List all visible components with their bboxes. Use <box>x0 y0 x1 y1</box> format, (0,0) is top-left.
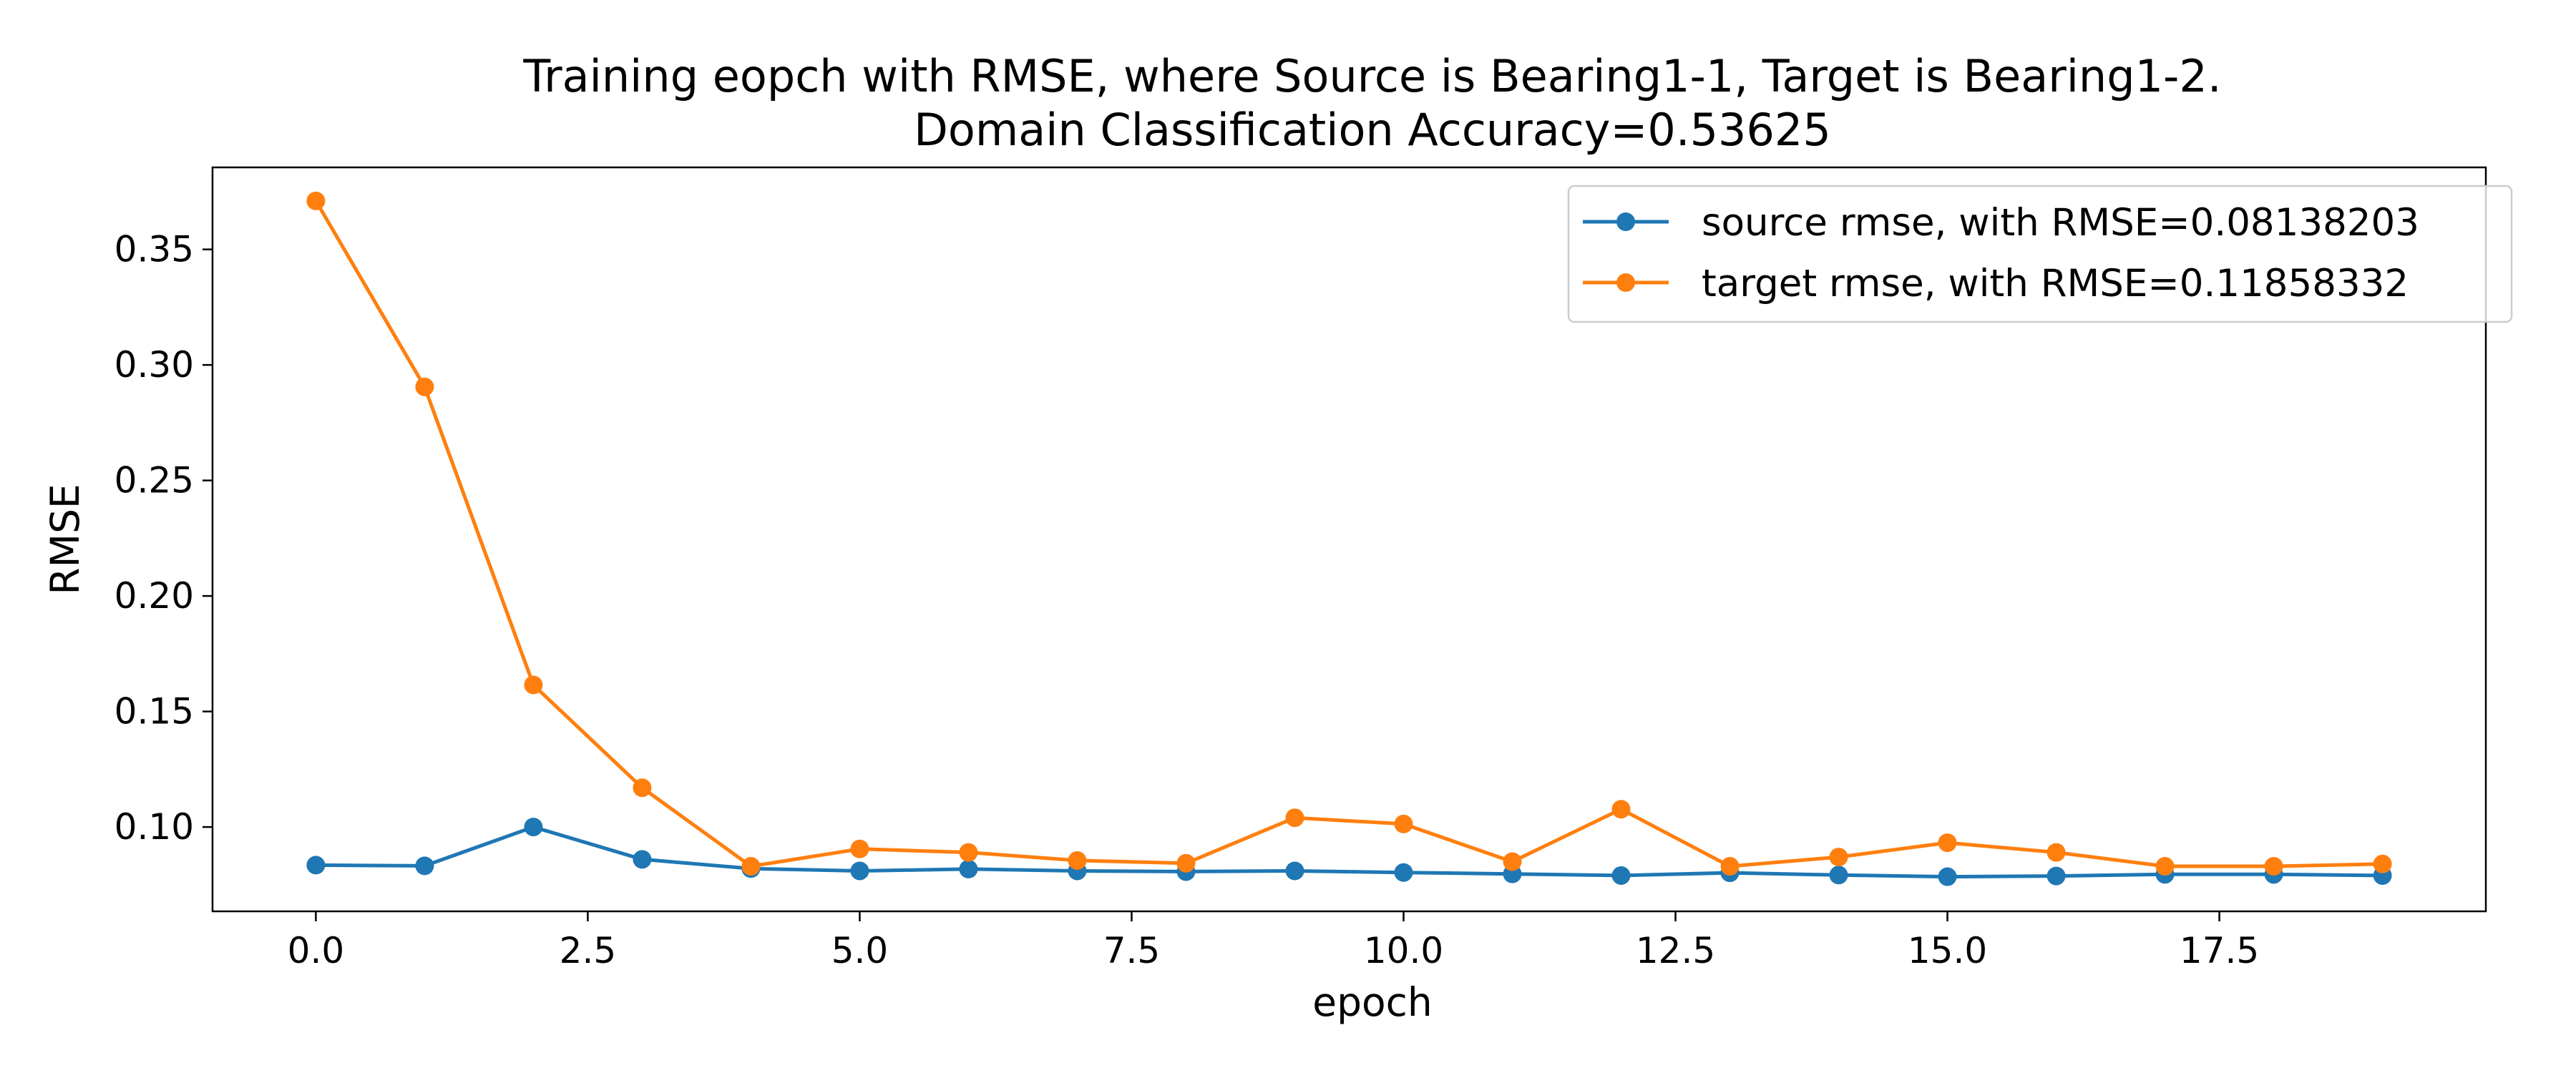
x-tick-label: 12.5 <box>1636 930 1715 971</box>
data-point-1-1 <box>415 377 434 396</box>
data-point-1-5 <box>850 839 869 858</box>
legend-label-target: target rmse, with RMSE=0.11858332 <box>1702 262 2409 305</box>
series-line-0 <box>316 825 2383 879</box>
chart-title-line2: Domain Classification Accuracy=0.53625 <box>914 104 1831 156</box>
y-tick-label: 0.25 <box>114 460 194 501</box>
y-tick-label: 0.15 <box>114 691 194 733</box>
legend-marker-source <box>1616 212 1635 231</box>
legend: source rmse, with RMSE=0.08138203 target… <box>1567 185 2513 323</box>
x-tick-label: 10.0 <box>1364 930 1443 971</box>
data-point-0-16 <box>2046 866 2066 886</box>
y-axis-label: RMSE <box>42 484 88 594</box>
chart-title-line1: Training eopch with RMSE, where Source i… <box>522 50 2221 102</box>
data-point-0-12 <box>1611 866 1631 885</box>
y-tick-label: 0.20 <box>114 575 194 617</box>
series-1 <box>306 191 2392 876</box>
data-point-0-5 <box>850 861 869 881</box>
data-point-1-14 <box>1829 848 1848 867</box>
plot-area <box>211 166 2487 913</box>
data-point-0-15 <box>1938 867 1957 886</box>
x-tick-label: 0.0 <box>288 930 345 971</box>
data-point-1-17 <box>2155 857 2175 876</box>
data-point-1-11 <box>1503 852 1522 871</box>
data-point-0-0 <box>306 856 326 875</box>
data-point-0-6 <box>959 859 978 878</box>
data-point-1-12 <box>1611 800 1631 819</box>
y-tick-label: 0.10 <box>114 806 194 848</box>
y-tick-label: 0.35 <box>114 229 194 270</box>
legend-label-source: source rmse, with RMSE=0.08138203 <box>1702 201 2419 245</box>
data-point-0-10 <box>1394 863 1413 882</box>
data-point-1-9 <box>1285 808 1304 828</box>
data-point-1-4 <box>741 857 761 876</box>
data-point-0-3 <box>633 850 652 869</box>
x-tick-label: 5.0 <box>831 930 889 971</box>
data-point-1-16 <box>2046 843 2066 862</box>
y-tick-label: 0.30 <box>114 344 194 386</box>
data-point-0-14 <box>1829 866 1848 885</box>
data-point-1-10 <box>1394 814 1413 833</box>
data-point-1-0 <box>306 191 326 210</box>
x-tick-label: 17.5 <box>2180 930 2259 971</box>
data-point-1-6 <box>959 843 978 862</box>
data-point-1-2 <box>524 675 543 695</box>
series-line-1 <box>314 200 2383 868</box>
legend-marker-target <box>1616 273 1635 292</box>
data-point-1-8 <box>1176 853 1196 873</box>
data-point-1-19 <box>2373 854 2392 873</box>
y-axis-ticks: 0.10 0.15 0.20 0.25 0.30 0.35 <box>114 229 213 848</box>
legend-box <box>1567 185 2513 323</box>
data-point-0-2 <box>524 818 543 837</box>
data-point-1-15 <box>1938 833 1957 853</box>
data-point-1-3 <box>633 778 652 798</box>
data-point-0-9 <box>1285 861 1304 881</box>
x-axis-label: epoch <box>1312 979 1433 1025</box>
x-axis-ticks: 0.0 2.5 5.0 7.5 10.0 12.5 15.0 17.5 <box>288 911 2259 971</box>
data-point-1-18 <box>2264 857 2283 876</box>
data-point-1-7 <box>1068 851 1087 870</box>
data-point-0-1 <box>415 856 434 876</box>
x-tick-label: 7.5 <box>1103 930 1161 971</box>
x-tick-label: 15.0 <box>1908 930 1987 971</box>
x-tick-label: 2.5 <box>560 930 617 971</box>
series-layer <box>306 191 2392 886</box>
data-point-1-13 <box>1720 857 1740 876</box>
